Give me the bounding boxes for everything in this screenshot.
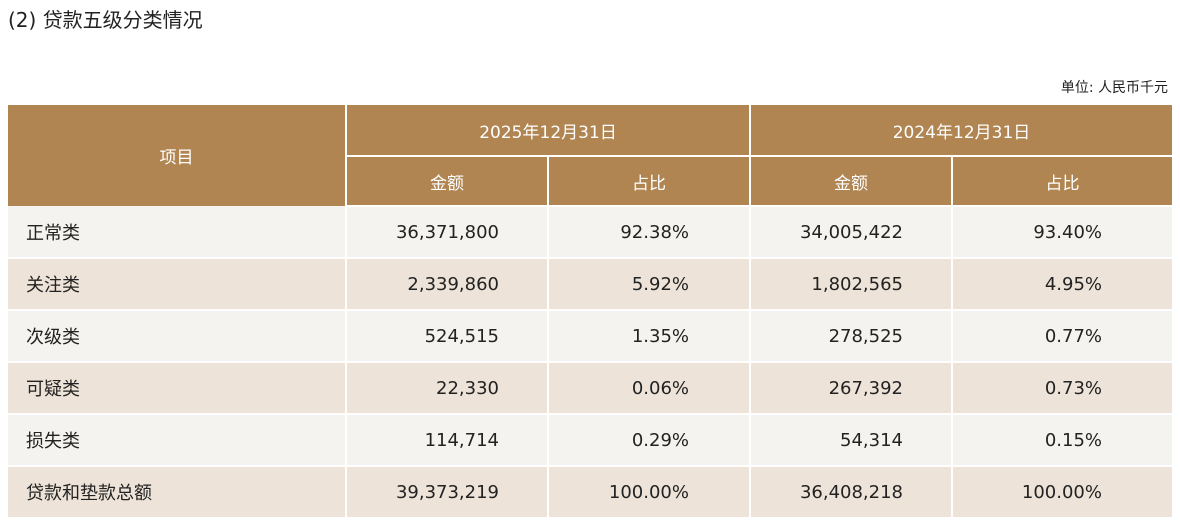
share-2025-cell: 5.92% bbox=[548, 258, 751, 311]
amount-2024-cell: 267,392 bbox=[750, 362, 953, 415]
unit-note: 单位: 人民币千元 bbox=[1060, 80, 1168, 96]
amount-2025-cell: 36,371,800 bbox=[346, 206, 549, 259]
share-2024-cell: 0.77% bbox=[952, 310, 1172, 363]
row-label: 贷款和垫款总额 bbox=[8, 466, 347, 519]
row-label: 正常类 bbox=[8, 206, 347, 259]
header-row-metrics: 金额 占比 金额 占比 bbox=[8, 156, 1172, 207]
amount-2025-cell: 22,330 bbox=[346, 362, 549, 415]
share-2024-cell: 100.00% bbox=[952, 466, 1172, 519]
amount-2025-cell: 524,515 bbox=[346, 310, 549, 363]
period-2025-header: 2025年12月31日 bbox=[346, 105, 751, 157]
share-2025-cell: 100.00% bbox=[548, 466, 751, 519]
share-2024-cell: 93.40% bbox=[952, 206, 1172, 259]
table-header: 项目 2025年12月31日 2024年12月31日 金额 占比 金额 占比 bbox=[8, 105, 1172, 207]
share-2025-cell: 92.38% bbox=[548, 206, 751, 259]
period-2024-header: 2024年12月31日 bbox=[750, 105, 1172, 157]
item-column-header: 项目 bbox=[8, 105, 347, 206]
table-row: 次级类 524,515 1.35% 278,525 0.77% bbox=[8, 310, 1172, 363]
amount-2025-header: 金额 bbox=[346, 156, 549, 207]
share-2025-cell: 0.06% bbox=[548, 362, 751, 415]
share-2025-cell: 0.29% bbox=[548, 414, 751, 467]
header-row-periods: 项目 2025年12月31日 2024年12月31日 bbox=[8, 105, 1172, 206]
section-title: (2) 贷款五级分类情况 bbox=[8, 8, 203, 32]
share-2024-cell: 0.73% bbox=[952, 362, 1172, 415]
amount-2024-header: 金额 bbox=[750, 156, 953, 207]
row-label: 次级类 bbox=[8, 310, 347, 363]
share-2024-cell: 0.15% bbox=[952, 414, 1172, 467]
amount-2024-cell: 36,408,218 bbox=[750, 466, 953, 519]
table-row: 正常类 36,371,800 92.38% 34,005,422 93.40% bbox=[8, 206, 1172, 259]
row-label: 可疑类 bbox=[8, 362, 347, 415]
table-body: 正常类 36,371,800 92.38% 34,005,422 93.40% … bbox=[8, 206, 1172, 519]
share-2025-cell: 1.35% bbox=[548, 310, 751, 363]
amount-2024-cell: 54,314 bbox=[750, 414, 953, 467]
share-2025-header: 占比 bbox=[548, 156, 751, 207]
share-2024-header: 占比 bbox=[952, 156, 1172, 207]
row-label: 损失类 bbox=[8, 414, 347, 467]
amount-2024-cell: 278,525 bbox=[750, 310, 953, 363]
table-row-total: 贷款和垫款总额 39,373,219 100.00% 36,408,218 10… bbox=[8, 466, 1172, 519]
amount-2024-cell: 34,005,422 bbox=[750, 206, 953, 259]
amount-2025-cell: 39,373,219 bbox=[346, 466, 549, 519]
table-row: 关注类 2,339,860 5.92% 1,802,565 4.95% bbox=[8, 258, 1172, 311]
row-label: 关注类 bbox=[8, 258, 347, 311]
share-2024-cell: 4.95% bbox=[952, 258, 1172, 311]
amount-2025-cell: 2,339,860 bbox=[346, 258, 549, 311]
table-row: 可疑类 22,330 0.06% 267,392 0.73% bbox=[8, 362, 1172, 415]
loan-classification-table: 项目 2025年12月31日 2024年12月31日 金额 占比 金额 占比 正… bbox=[8, 105, 1172, 519]
amount-2025-cell: 114,714 bbox=[346, 414, 549, 467]
table-row: 损失类 114,714 0.29% 54,314 0.15% bbox=[8, 414, 1172, 467]
amount-2024-cell: 1,802,565 bbox=[750, 258, 953, 311]
